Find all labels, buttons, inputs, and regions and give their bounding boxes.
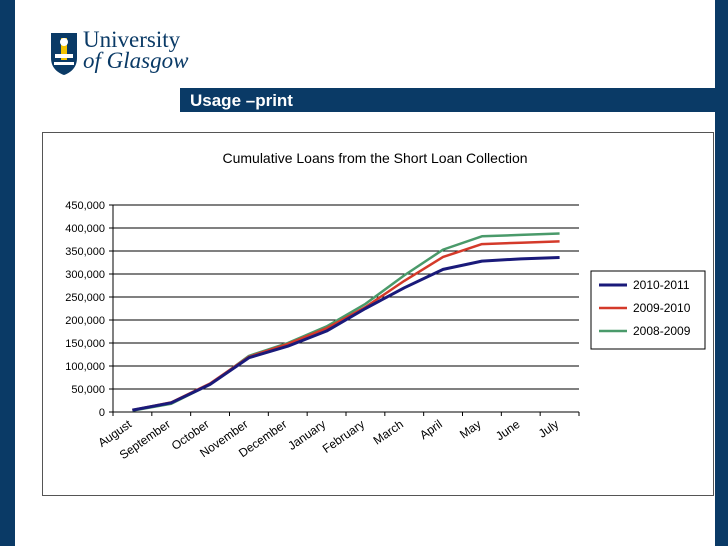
y-tick-label: 250,000 <box>65 292 105 304</box>
y-tick-label: 0 <box>99 407 105 419</box>
line-chart: Cumulative Loans from the Short Loan Col… <box>65 150 706 462</box>
legend-label: 2009-2010 <box>633 301 691 315</box>
y-tick-label: 150,000 <box>65 338 105 350</box>
y-tick-label: 350,000 <box>65 246 105 258</box>
title-bar <box>180 88 728 112</box>
y-tick-label: 100,000 <box>65 361 105 373</box>
chart-title: Cumulative Loans from the Short Loan Col… <box>222 150 527 166</box>
series-line-2009-2010 <box>132 240 560 412</box>
legend-label: 2008-2009 <box>633 324 691 338</box>
x-tick-label: April <box>417 417 445 442</box>
y-tick-label: 200,000 <box>65 315 105 327</box>
x-tick-label: June <box>493 417 523 444</box>
slide-title: Usage –print <box>190 91 293 110</box>
y-tick-label: 50,000 <box>71 384 105 396</box>
chart-frame: Cumulative Loans from the Short Loan Col… <box>42 132 714 496</box>
y-tick-label: 400,000 <box>65 223 105 235</box>
university-logo: University of Glasgow <box>50 27 189 78</box>
y-tick-label: 300,000 <box>65 269 105 281</box>
x-tick-label: February <box>320 417 367 456</box>
x-tick-label: March <box>371 417 406 448</box>
x-tick-label: July <box>536 417 562 441</box>
y-tick-label: 450,000 <box>65 200 105 212</box>
university-crest-icon <box>51 33 77 75</box>
series-line-2010-2011 <box>132 255 560 412</box>
legend-label: 2010-2011 <box>633 278 690 292</box>
left-accent-bar <box>0 0 15 546</box>
logo-line-1: University <box>83 27 181 52</box>
logo-line-2: of Glasgow <box>83 48 189 73</box>
x-tick-label: May <box>457 417 484 441</box>
right-accent-bar <box>715 0 728 546</box>
